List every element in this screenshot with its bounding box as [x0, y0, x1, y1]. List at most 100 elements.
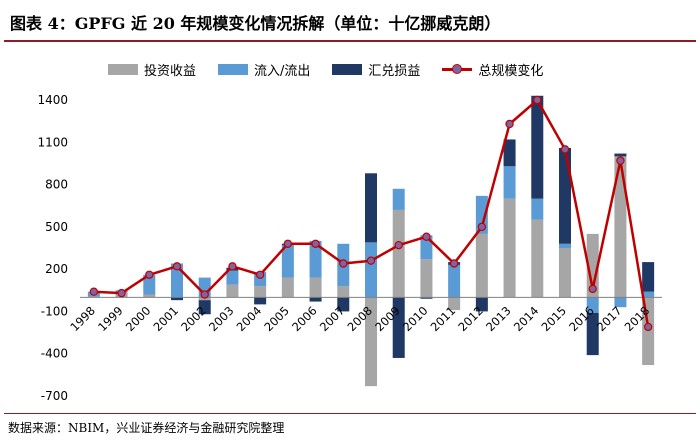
y-tick-label: 1100 [37, 135, 68, 149]
legend-item-total: 总规模变化 [442, 60, 543, 79]
bar-inflow [614, 297, 627, 308]
bar-investment-return [337, 286, 350, 298]
legend-line-total [442, 63, 473, 75]
x-tick-label: 2006 [289, 304, 320, 335]
bar-inflow [642, 291, 655, 298]
legend-swatch-inflow [218, 63, 249, 75]
total-change-point [588, 284, 597, 294]
legend-item-fx: 汇兑损益 [332, 60, 420, 79]
bar-inflow [281, 245, 294, 278]
bar-inflow [309, 240, 322, 278]
x-tick-label: 1999 [95, 304, 126, 335]
y-tick-label: 800 [45, 178, 68, 192]
x-tick-label: 2015 [539, 304, 570, 335]
legend-swatch-fx [332, 63, 363, 75]
bar-investment-return [281, 277, 294, 298]
total-change-point [422, 232, 431, 241]
bar-inflow [365, 242, 377, 298]
total-change-point [228, 262, 237, 271]
x-tick-label: 2014 [511, 304, 542, 335]
bar-investment-return [198, 297, 211, 301]
bar-fx-gain [503, 139, 516, 167]
total-change-point [366, 256, 376, 265]
y-tick-label: 200 [45, 262, 68, 276]
bar-inflow [226, 270, 239, 285]
total-change-point [533, 95, 542, 105]
bar-investment-return [475, 233, 488, 298]
x-tick-label: 2005 [261, 304, 292, 335]
bar-investment-return [448, 297, 461, 311]
legend-item-investment: 投资收益 [108, 60, 196, 79]
total-change-point [339, 259, 348, 268]
bar-fx-gain [365, 173, 377, 243]
source-note: 数据来源：NBIM，兴业证券经济与金融研究院整理 [8, 421, 285, 435]
y-tick-label: -400 [41, 347, 68, 361]
bar-investment-return [392, 209, 405, 298]
y-tick-label: -100 [41, 304, 68, 318]
y-tick-label: 500 [45, 220, 68, 234]
title-divider [4, 40, 696, 42]
chart-plot: -700-400-1002005008001100140019981999200… [37, 93, 662, 403]
chart-legend: 投资收益 流入/流出 汇兑损益 总规模变化 [108, 60, 565, 79]
x-tick-label: 2000 [123, 304, 154, 335]
bar-fx-gain [642, 262, 655, 292]
legend-label-fx: 汇兑损益 [368, 63, 421, 79]
total-change-point [560, 145, 570, 154]
total-change-point [394, 240, 403, 250]
title-bar: 图表 4：GPFG 近 20 年规模变化情况拆解（单位：十亿挪威克朗） [0, 0, 700, 44]
bar-investment-return [143, 294, 156, 298]
total-change-point [643, 322, 653, 332]
bar-fx-gain [614, 153, 627, 157]
bar-investment-return [531, 219, 544, 298]
total-change-point [117, 288, 126, 298]
total-change-point [477, 222, 487, 232]
total-change-point [311, 239, 320, 248]
bar-fx-gain [171, 297, 183, 301]
legend-item-inflow: 流入/流出 [218, 60, 310, 79]
bar-investment-return [365, 297, 377, 387]
x-tick-label: 1998 [67, 304, 98, 335]
bar-inflow [503, 166, 516, 199]
bar-investment-return [503, 198, 516, 298]
bar-inflow [559, 243, 571, 248]
bar-investment-return [309, 277, 322, 298]
total-change-point [283, 239, 293, 248]
bar-fx-gain [309, 297, 322, 302]
bar-investment-return [559, 248, 571, 298]
total-change-point [449, 259, 459, 268]
total-change-point [89, 287, 99, 296]
legend-label-total: 总规模变化 [478, 63, 544, 79]
bar-inflow [392, 188, 405, 210]
total-change-point [616, 156, 625, 165]
bar-fx-gain [475, 297, 488, 312]
x-tick-label: 2004 [234, 304, 265, 335]
total-change-point [145, 270, 154, 279]
bar-fx-gain [254, 297, 267, 305]
bar-inflow [143, 274, 156, 295]
total-change-point [172, 262, 182, 271]
total-change-point [200, 290, 209, 299]
total-change-point [505, 119, 514, 129]
bar-fx-gain [531, 95, 544, 199]
chart-title: 图表 4：GPFG 近 20 年规模变化情况拆解（单位：十亿挪威克朗） [10, 14, 501, 33]
bar-investment-return [420, 259, 433, 298]
source-divider [4, 413, 696, 414]
bar-fx-gain [392, 297, 405, 358]
legend-swatch-investment [108, 63, 138, 75]
legend-label-investment: 投资收益 [144, 63, 197, 79]
bar-inflow [531, 198, 544, 220]
bar-fx-gain [559, 147, 571, 244]
bar-investment-return [254, 286, 267, 298]
bar-inflow [171, 263, 183, 298]
bar-inflow [586, 297, 599, 313]
bar-fx-gain [586, 312, 599, 356]
bar-fx-gain [337, 297, 350, 312]
x-tick-label: 2001 [151, 304, 182, 335]
bar-investment-return [586, 233, 599, 298]
legend-label-inflow: 流入/流出 [254, 63, 311, 79]
bar-fx-gain [420, 297, 433, 299]
bar-fx-gain [198, 300, 211, 315]
bar-investment-return [226, 284, 239, 298]
bar-inflow [448, 264, 461, 298]
y-tick-label: 1400 [37, 93, 68, 107]
